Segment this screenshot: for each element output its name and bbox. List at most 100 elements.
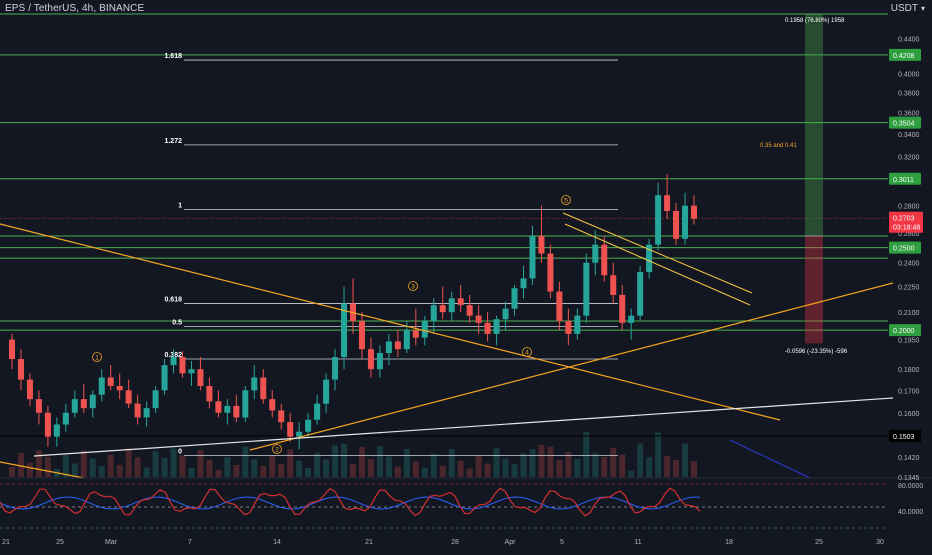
level-price-badge xyxy=(889,324,921,337)
volume-bar xyxy=(143,467,150,477)
candle-body xyxy=(502,308,509,320)
price-tick-label: 0.1700 xyxy=(898,388,920,395)
level-price-label: 0.3011 xyxy=(893,177,914,184)
price-tick-label: 0.4000 xyxy=(898,72,920,79)
time-tick-label: 21 xyxy=(365,539,373,546)
price-tick-label: 0.2400 xyxy=(898,261,920,268)
volume-bar xyxy=(152,451,159,477)
candle-body xyxy=(691,205,697,219)
chevron-down-icon: ▾ xyxy=(920,4,925,13)
symbol-title[interactable]: EPS / TetherUS, 4h, BINANCE xyxy=(5,3,145,14)
time-axis[interactable]: 21 25 Mar 7 14 21 28 Apr 5 11 18 25 30 xyxy=(2,539,884,546)
long-position-tool[interactable] xyxy=(805,14,823,344)
volume-bar xyxy=(197,450,204,477)
level-price-label: 0.4208 xyxy=(893,53,915,60)
volume-bar xyxy=(134,457,141,477)
level-price-badge xyxy=(889,116,921,129)
time-tick-label: 11 xyxy=(634,539,641,546)
currency-label: USDT xyxy=(890,3,918,14)
candle-body xyxy=(394,341,401,350)
time-tick-label: 18 xyxy=(725,539,733,546)
volume-bar xyxy=(332,445,339,477)
fib-level-label: 1.272 xyxy=(164,138,182,145)
currency-selector[interactable]: USDT ▾ xyxy=(891,3,925,14)
candle-body xyxy=(556,291,563,322)
volume-bar xyxy=(538,444,545,477)
candle-body xyxy=(80,399,87,409)
candle-body xyxy=(457,298,464,306)
candle-body xyxy=(682,205,689,239)
candle-body xyxy=(197,369,204,386)
volume-bar xyxy=(242,446,249,477)
elliott-wave-labels: 1 2 3 4 5 xyxy=(92,195,571,454)
volume-bar xyxy=(89,458,96,477)
candlesticks xyxy=(9,174,697,450)
candle-body xyxy=(628,315,635,323)
candle-body xyxy=(637,272,644,316)
volume-bar xyxy=(475,455,482,477)
candle-body xyxy=(44,412,51,437)
candle-body xyxy=(287,422,294,437)
time-tick-label: 25 xyxy=(56,539,64,546)
price-axis[interactable]: 0.4400 0.4000 0.3800 0.3600 0.3400 0.3200 0.30… xyxy=(889,36,923,516)
trend-line xyxy=(0,223,781,421)
candle-body xyxy=(233,405,240,418)
volume-bar xyxy=(269,455,276,477)
candle-body xyxy=(448,298,455,313)
volume-bar xyxy=(161,457,168,477)
volume-bar xyxy=(188,467,195,477)
volume-bar xyxy=(619,454,626,477)
volume-bar xyxy=(314,452,321,477)
volume-bar xyxy=(323,459,330,477)
price-tick-label: 0.1420 xyxy=(898,455,920,462)
candle-body xyxy=(421,321,428,338)
candle-body xyxy=(161,365,168,391)
time-tick-label: 21 xyxy=(2,539,10,546)
volume-bar xyxy=(9,467,15,477)
candle-body xyxy=(251,377,258,391)
time-tick-label: 30 xyxy=(876,539,884,546)
candle-body xyxy=(439,305,446,313)
candle-body xyxy=(332,357,339,380)
candle-body xyxy=(367,349,374,370)
volume-bar xyxy=(215,470,222,477)
candle-body xyxy=(170,357,177,366)
price-tick-label: 0.2800 xyxy=(898,204,920,211)
candle-body xyxy=(53,424,60,437)
level-price-badge xyxy=(889,48,921,61)
candle-body xyxy=(26,379,33,400)
candle-body xyxy=(601,244,608,276)
time-tick-label: Mar xyxy=(105,539,118,546)
price-tick-label: 0.3800 xyxy=(898,91,920,98)
volume-bar xyxy=(71,463,78,477)
volume-bar xyxy=(421,467,428,477)
candle-body xyxy=(17,359,24,380)
volume-bar xyxy=(664,455,671,477)
candle-body xyxy=(376,353,383,370)
time-tick-label: Apr xyxy=(505,539,517,546)
horizontal-levels xyxy=(0,13,888,437)
volume-bar xyxy=(17,453,24,477)
volume-bar xyxy=(296,460,303,477)
wave-circle xyxy=(522,347,532,357)
volume-bar xyxy=(547,446,554,477)
candle-body xyxy=(143,408,150,418)
candle-body xyxy=(529,235,536,279)
volume-bar xyxy=(529,449,536,477)
trend-lines[interactable] xyxy=(0,212,894,479)
wave-label: 4 xyxy=(525,350,529,357)
wave-label: 3 xyxy=(411,284,415,291)
rsi-tick-label: 80.0000 xyxy=(898,483,923,490)
candle-body xyxy=(188,369,195,374)
candle-body xyxy=(484,322,491,334)
volume-bar xyxy=(565,451,572,477)
candle-body xyxy=(269,399,276,411)
trend-line xyxy=(249,282,894,451)
candle-body xyxy=(385,341,392,354)
wave-label: 5 xyxy=(564,198,568,205)
volume-bar xyxy=(574,459,581,477)
price-tick-label: 0.2250 xyxy=(898,285,920,292)
